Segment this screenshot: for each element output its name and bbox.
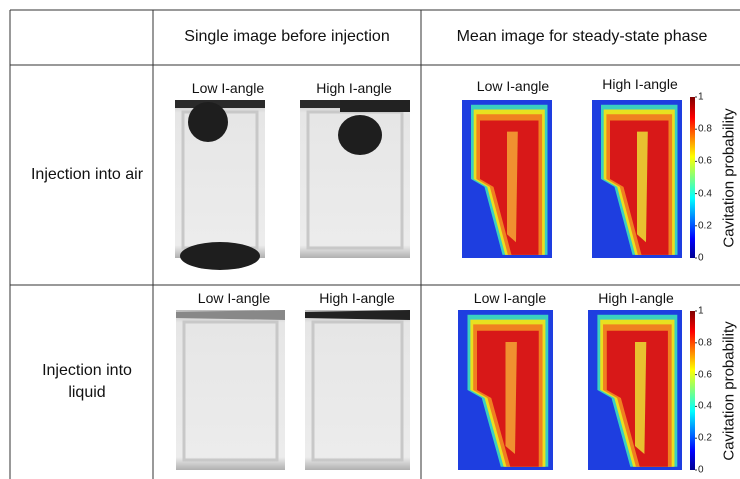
- figure-table: Single image before injection Mean image…: [0, 0, 740, 479]
- colorbar-tick-label: 0.8: [698, 124, 712, 135]
- image-label: High I-angle: [598, 290, 674, 306]
- photo: [176, 310, 285, 470]
- image-label: Low I-angle: [474, 290, 546, 306]
- colorbar-tick-label: 1: [698, 92, 704, 103]
- image-label: High I-angle: [316, 80, 392, 96]
- heat-region: [635, 342, 646, 454]
- colorbar-tick-label: 0.4: [698, 401, 712, 412]
- bubble: [188, 102, 228, 142]
- heat-region: [637, 132, 648, 243]
- colorbar-tick-label: 0.2: [698, 220, 712, 231]
- colorbar-tick-label: 0: [698, 253, 704, 264]
- header-mean: Mean image for steady-state phase: [457, 28, 708, 46]
- colorbar: [690, 97, 695, 258]
- colorbar-tick-label: 0: [698, 465, 704, 476]
- image-label: Low I-angle: [477, 78, 549, 94]
- colorbar-tick-label: 0.4: [698, 188, 712, 199]
- bubble: [338, 115, 382, 155]
- header-single: Single image before injection: [184, 28, 389, 46]
- row-label: Injection into liquid: [22, 360, 152, 404]
- heat-region: [506, 342, 517, 454]
- image-label: High I-angle: [319, 290, 395, 306]
- image-label: Low I-angle: [198, 290, 270, 306]
- colorbar-tick-label: 1: [698, 306, 704, 317]
- colorbar: [690, 311, 695, 470]
- colorbar-tick-label: 0.6: [698, 156, 712, 167]
- heat-region: [507, 132, 518, 243]
- photo-top: [340, 100, 410, 112]
- colorbar-label: Cavitation probability: [721, 321, 738, 460]
- table-graphics: [0, 0, 740, 479]
- image-label: High I-angle: [602, 76, 678, 92]
- colorbar-label: Cavitation probability: [721, 108, 738, 247]
- colorbar-tick-label: 0.2: [698, 433, 712, 444]
- photo: [305, 310, 410, 470]
- colorbar-tick-label: 0.8: [698, 337, 712, 348]
- bubble: [180, 242, 260, 270]
- row-label: Injection into air: [22, 164, 152, 186]
- image-label: Low I-angle: [192, 80, 264, 96]
- colorbar-tick-label: 0.6: [698, 369, 712, 380]
